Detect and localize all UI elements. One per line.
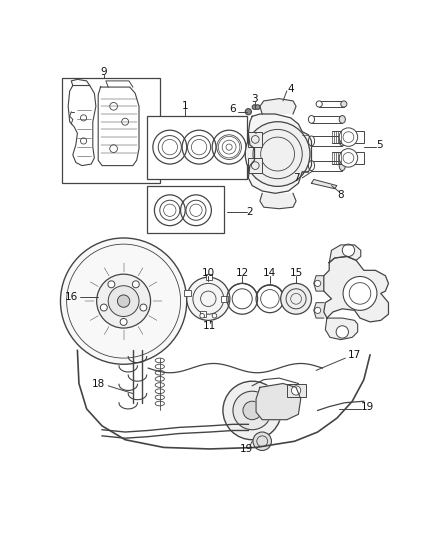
Ellipse shape xyxy=(341,101,347,107)
Text: 19: 19 xyxy=(240,444,254,454)
Text: 17: 17 xyxy=(348,350,361,360)
Circle shape xyxy=(117,295,130,308)
Ellipse shape xyxy=(339,136,346,146)
Text: 6: 6 xyxy=(230,103,236,114)
Circle shape xyxy=(253,432,272,450)
Circle shape xyxy=(252,105,257,109)
Circle shape xyxy=(212,313,217,318)
Circle shape xyxy=(97,274,151,328)
Polygon shape xyxy=(329,245,361,263)
Text: 4: 4 xyxy=(287,84,294,94)
Text: 14: 14 xyxy=(263,269,276,278)
Bar xyxy=(206,274,212,280)
Bar xyxy=(311,161,342,171)
Polygon shape xyxy=(260,99,296,114)
Circle shape xyxy=(120,318,127,325)
Ellipse shape xyxy=(308,116,314,123)
Bar xyxy=(287,384,306,398)
Bar xyxy=(147,116,247,180)
Polygon shape xyxy=(256,384,301,419)
Bar xyxy=(184,289,191,296)
Text: 10: 10 xyxy=(202,269,215,278)
Circle shape xyxy=(108,281,115,288)
Circle shape xyxy=(291,386,301,395)
Circle shape xyxy=(140,304,147,311)
Ellipse shape xyxy=(339,160,346,171)
Text: 19: 19 xyxy=(361,401,374,411)
Text: 2: 2 xyxy=(247,207,253,217)
Circle shape xyxy=(255,105,260,109)
Bar xyxy=(248,158,262,173)
Ellipse shape xyxy=(308,136,314,146)
Bar xyxy=(248,132,262,147)
Polygon shape xyxy=(314,303,324,318)
Polygon shape xyxy=(314,276,324,291)
Text: 11: 11 xyxy=(203,321,216,331)
Text: 1: 1 xyxy=(182,101,188,111)
Circle shape xyxy=(233,391,272,430)
Circle shape xyxy=(245,109,251,115)
Polygon shape xyxy=(325,318,358,340)
Text: 5: 5 xyxy=(376,140,382,150)
Bar xyxy=(311,116,342,123)
Circle shape xyxy=(243,401,261,419)
Circle shape xyxy=(339,149,358,167)
Bar xyxy=(341,152,364,164)
Circle shape xyxy=(245,122,310,187)
Ellipse shape xyxy=(316,101,322,107)
Circle shape xyxy=(108,286,139,317)
Text: 15: 15 xyxy=(290,269,303,278)
Text: 16: 16 xyxy=(65,292,78,302)
Text: 12: 12 xyxy=(236,269,249,278)
Circle shape xyxy=(314,280,321,287)
Circle shape xyxy=(314,308,321,313)
Circle shape xyxy=(343,277,377,310)
Bar xyxy=(200,311,206,317)
Bar xyxy=(62,78,160,183)
Circle shape xyxy=(281,284,311,314)
Polygon shape xyxy=(324,256,389,322)
Bar xyxy=(311,136,342,147)
Circle shape xyxy=(339,128,358,147)
Text: 18: 18 xyxy=(92,378,105,389)
Circle shape xyxy=(200,313,205,318)
Circle shape xyxy=(336,326,349,338)
Circle shape xyxy=(342,244,355,256)
Polygon shape xyxy=(260,193,296,209)
Circle shape xyxy=(223,381,282,440)
Polygon shape xyxy=(248,114,311,193)
Circle shape xyxy=(132,281,139,288)
Bar xyxy=(319,101,344,107)
Circle shape xyxy=(187,277,230,320)
Circle shape xyxy=(60,238,187,364)
Circle shape xyxy=(100,304,107,311)
Text: 9: 9 xyxy=(100,67,107,77)
Polygon shape xyxy=(311,180,337,189)
Bar xyxy=(341,131,364,143)
Ellipse shape xyxy=(308,160,314,171)
Ellipse shape xyxy=(339,116,346,123)
Bar xyxy=(221,296,228,302)
Text: 8: 8 xyxy=(337,190,344,200)
Text: 3: 3 xyxy=(251,94,258,104)
Text: 7: 7 xyxy=(293,173,300,183)
Bar xyxy=(147,185,224,233)
